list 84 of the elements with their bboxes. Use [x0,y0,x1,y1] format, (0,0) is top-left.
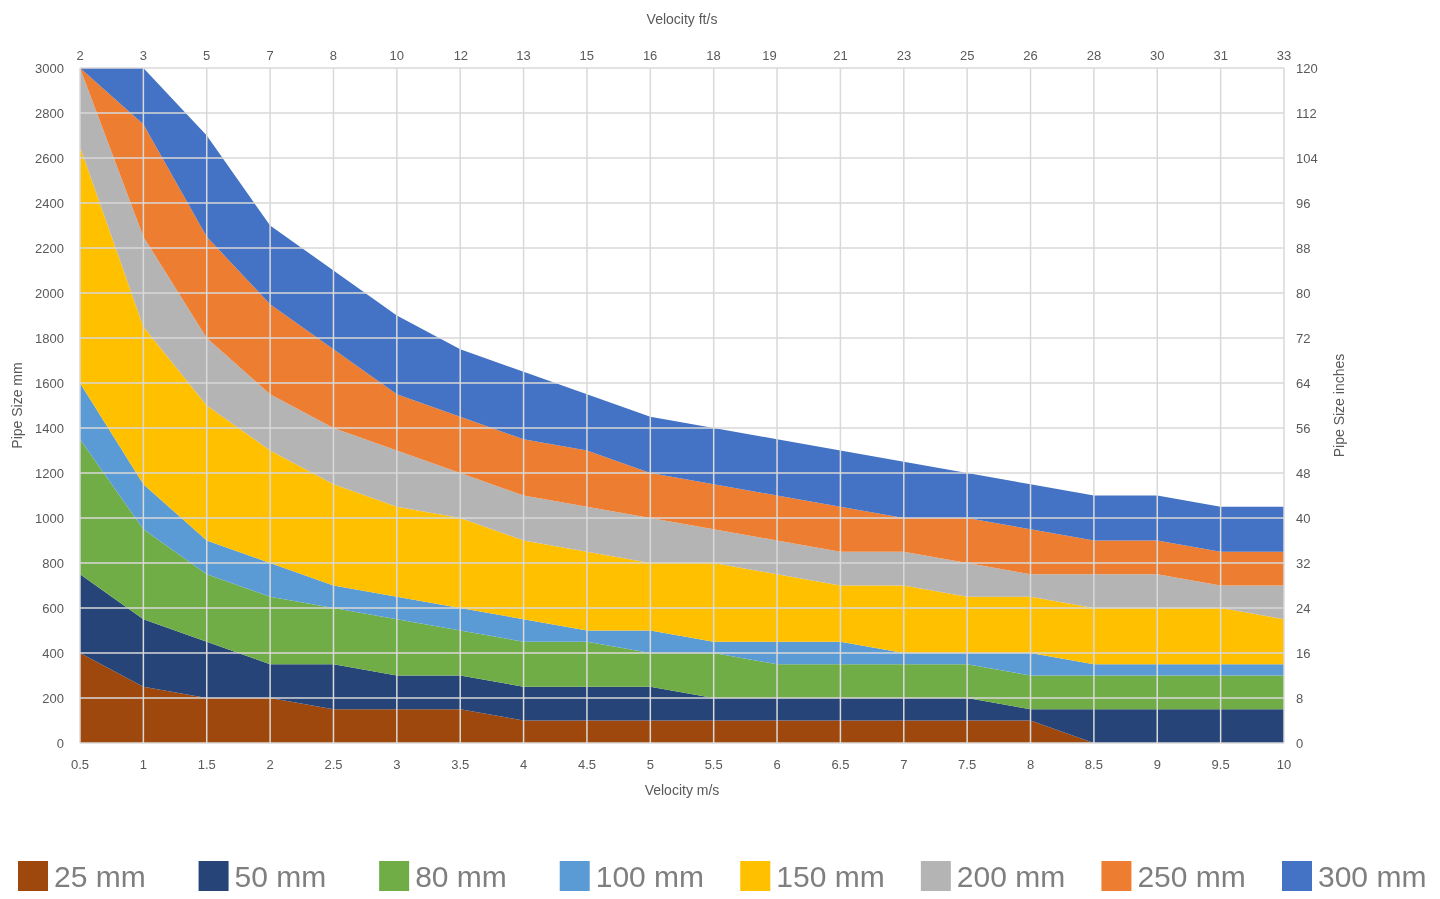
x2-tick-label: 19 [762,48,777,63]
x2-tick-label: 3 [139,48,147,63]
legend-label: 50 mm [234,860,327,893]
x-tick-label: 8.5 [1084,757,1103,772]
x-tick-label: 2 [266,757,274,772]
y2-tick-label: 8 [1296,690,1304,706]
y-tick-label: 2800 [35,105,64,121]
x2-tick-label: 13 [516,48,531,63]
y-tick-label: 1200 [35,465,64,481]
x2-tick-label: 33 [1276,48,1292,63]
y-axis-title: Pipe Size mm [9,362,25,449]
x2-tick-label: 28 [1086,48,1102,63]
legend-label: 25 mm [54,860,146,893]
x-tick-label: 5.5 [704,757,723,772]
x2-tick-label: 10 [389,48,404,63]
y2-tick-label: 48 [1296,465,1311,481]
x2-tick-label: 15 [579,48,595,63]
y-tick-label: 3000 [35,60,64,76]
x2-tick-label: 30 [1150,48,1165,63]
x2-tick-label: 23 [896,48,912,63]
x2-tick-label: 16 [642,48,658,63]
x-tick-label: 6 [773,757,781,772]
y2-axis-title: Pipe Size inches [1331,353,1347,458]
x-tick-label: 4 [519,757,528,772]
x-tick-label: 1 [139,757,147,772]
x-tick-label: 1.5 [197,757,216,772]
y-tick-label: 2200 [35,240,64,256]
y2-tick-label: 0 [1296,735,1304,751]
x2-tick-label: 8 [329,48,338,63]
y2-tick-label: 112 [1296,105,1317,121]
x2-tick-label: 25 [960,48,975,63]
y2-tick-label: 64 [1296,375,1311,391]
legend-label: 100 mm [595,860,705,893]
legend-label: 200 mm [956,860,1066,893]
legend-label: 250 mm [1137,860,1246,893]
y2-tick-label: 96 [1296,195,1311,211]
y-tick-label: 600 [42,600,64,616]
x-tick-label: 10 [1276,757,1292,772]
x-tick-label: 2.5 [324,757,343,772]
y2-tick-label: 120 [1296,60,1318,76]
y2-tick-label: 72 [1296,330,1311,346]
y-tick-label: 400 [42,645,64,661]
y2-tick-label: 80 [1296,285,1311,301]
y-tick-label: 2400 [35,195,64,211]
x2-tick-label: 21 [833,48,848,63]
y2-tick-label: 16 [1296,645,1311,661]
legend-label: 150 mm [776,860,885,893]
x-tick-label: 4.5 [577,757,596,772]
legend-label: 80 mm [415,860,507,893]
x-tick-label: 5 [646,757,654,772]
x2-tick-label: 12 [453,48,469,63]
x-tick-label: 9 [1153,757,1161,772]
x-tick-label: 0.5 [70,757,90,772]
y-tick-label: 2600 [35,150,64,166]
x-axis-title: Velocity m/s [644,782,720,798]
y-tick-label: 200 [42,690,64,706]
y-tick-label: 1400 [35,420,64,436]
x2-tick-label: 2 [76,48,84,63]
y2-tick-label: 104 [1296,150,1318,166]
x2-tick-label: 31 [1213,48,1228,63]
y2-tick-label: 32 [1296,555,1311,571]
y-tick-label: 2000 [35,285,64,301]
y2-tick-label: 40 [1296,510,1311,526]
y-tick-label: 800 [42,555,64,571]
y2-tick-label: 56 [1296,420,1311,436]
x-tick-label: 3.5 [451,757,470,772]
y-tick-label: 1600 [35,375,64,391]
legend-label: 300 mm [1318,860,1427,893]
x-tick-label: 7 [900,757,908,772]
x2-tick-label: 18 [706,48,721,63]
y2-tick-label: 88 [1296,240,1311,256]
y-tick-label: 1000 [35,510,64,526]
x2-tick-label: 26 [1023,48,1038,63]
y-tick-label: 0 [56,735,64,751]
x-tick-label: 7.5 [958,757,977,772]
x-tick-label: 8 [1026,757,1035,772]
x2-axis-title: Velocity ft/s [646,11,718,27]
x2-tick-label: 7 [266,48,274,63]
x-tick-label: 6.5 [831,757,850,772]
x-tick-label: 9.5 [1211,757,1230,772]
x-tick-label: 3 [393,757,401,772]
y-tick-label: 1800 [35,330,64,346]
x2-tick-label: 5 [203,48,211,63]
y2-tick-label: 24 [1296,600,1311,616]
